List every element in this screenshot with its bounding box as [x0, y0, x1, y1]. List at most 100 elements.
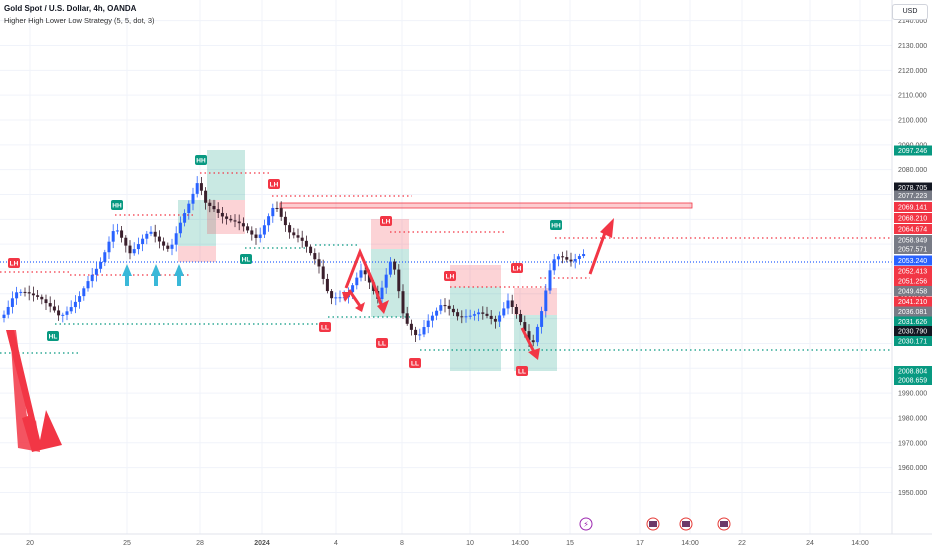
time-axis[interactable]: 20 25 28 2024 4 8 10 14:00 15 17 14:00 22 24 14:00 — [26, 540, 869, 547]
candle-body — [288, 225, 292, 233]
price-tag-value: 2008.659 — [898, 378, 927, 385]
price-tag-value: 2053.240 — [898, 258, 927, 265]
currency-button[interactable]: USD — [892, 4, 928, 20]
price-tick-label: 1950.000 — [898, 490, 927, 497]
time-tick-label: 10 — [466, 540, 474, 547]
candle-body — [103, 252, 107, 263]
price-tick-label: 2080.000 — [898, 167, 927, 174]
trade-zone — [178, 246, 216, 262]
candle-body — [548, 270, 552, 291]
candle-body — [237, 221, 241, 224]
candle-body — [351, 285, 355, 293]
price-tick-label: 2110.000 — [898, 93, 927, 100]
time-tick-label: 14:00 — [851, 540, 869, 547]
price-tag — [894, 145, 932, 156]
price-tick-label: 2100.000 — [898, 118, 927, 125]
candle-body — [153, 231, 157, 237]
candle-body — [447, 305, 451, 309]
candle-body — [367, 274, 371, 283]
trade-zone — [514, 315, 557, 371]
candle-body — [52, 306, 56, 311]
pivot-label — [319, 322, 331, 332]
candle-body — [359, 270, 363, 278]
price-tag-value: 2057.571 — [898, 247, 927, 254]
price-tag-value: 2051.256 — [898, 279, 927, 286]
candle-body — [141, 238, 145, 245]
price-tag — [894, 266, 932, 276]
candle-body — [183, 213, 187, 223]
candle-body — [57, 310, 61, 316]
candle-body — [31, 293, 35, 296]
price-tag — [894, 375, 932, 385]
candle-body — [405, 313, 409, 324]
candle-body — [204, 190, 208, 203]
candle-body — [120, 230, 124, 238]
candle-body — [82, 288, 86, 297]
trade-zone — [207, 150, 245, 200]
candle-body — [157, 236, 161, 242]
candle-body — [456, 312, 460, 317]
resistance-zone — [279, 202, 693, 209]
candle-body — [380, 287, 384, 300]
candle-body — [460, 316, 464, 318]
price-tag — [894, 202, 932, 212]
candle-body — [317, 259, 321, 267]
time-tick-label: 20 — [26, 540, 34, 547]
up-arrow-drawing — [588, 229, 608, 275]
time-tick-label: 25 — [123, 540, 131, 547]
price-tag-value: 2069.141 — [898, 205, 927, 212]
candle-body — [279, 208, 283, 217]
candle-body — [241, 223, 245, 227]
price-tick-label: 2140.000 — [898, 18, 927, 25]
pivot-label — [516, 366, 528, 376]
pivot-label-text: LH — [513, 265, 522, 272]
price-tag-value: 2097.246 — [898, 148, 927, 155]
pivot-level-lines — [0, 172, 892, 354]
candle-body — [540, 311, 544, 327]
candle-body — [519, 314, 523, 323]
drawn-arrows — [6, 218, 614, 452]
arrowhead-icon — [377, 300, 389, 314]
economic-events[interactable]: ⚡ — [579, 517, 731, 531]
price-tag-value: 2058.949 — [898, 238, 927, 245]
price-tag — [894, 235, 932, 245]
candle-body — [233, 220, 237, 222]
candle-body — [321, 266, 325, 279]
candle-body — [86, 281, 90, 289]
candle-body — [489, 315, 493, 319]
pivot-label — [47, 331, 59, 341]
candle-body — [418, 334, 422, 336]
candle-body — [40, 296, 44, 300]
candle-body — [250, 230, 254, 235]
candle-body — [296, 235, 300, 238]
pivot-label — [550, 220, 562, 230]
candle-body — [271, 207, 275, 217]
time-tick-label: 2024 — [254, 540, 270, 547]
price-tag — [894, 224, 932, 234]
symbol-title[interactable]: Gold Spot / U.S. Dollar, 4h, OANDA — [4, 4, 137, 13]
indicator-legend[interactable]: Higher High Lower Low Strategy (5, 5, do… — [4, 16, 155, 25]
pivot-label-text: LH — [270, 181, 279, 188]
candle-body — [78, 296, 82, 302]
price-tag — [894, 244, 932, 254]
pivot-label-text: HH — [551, 222, 561, 229]
price-tick-label: 1990.000 — [898, 391, 927, 398]
price-axis[interactable]: 2150.0002140.0002130.0002120.0002110.000… — [0, 0, 932, 535]
price-tag-value: 2064.674 — [898, 227, 927, 234]
lightning-icon[interactable] — [579, 517, 593, 531]
price-tag — [894, 276, 932, 286]
candle-body — [166, 245, 170, 249]
price-tag — [894, 286, 932, 296]
price-tag — [894, 182, 932, 193]
candle-body — [485, 313, 489, 316]
time-tick-label: 22 — [738, 540, 746, 547]
candle-body — [304, 240, 308, 247]
candle-body — [275, 207, 279, 209]
candle-body — [401, 291, 405, 314]
pivot-label — [111, 200, 123, 210]
arrowhead-icon — [600, 218, 614, 238]
candlestick-series — [2, 176, 586, 348]
price-tick-label: 1970.000 — [898, 440, 927, 447]
zigzag-arrow-drawing — [344, 248, 385, 311]
